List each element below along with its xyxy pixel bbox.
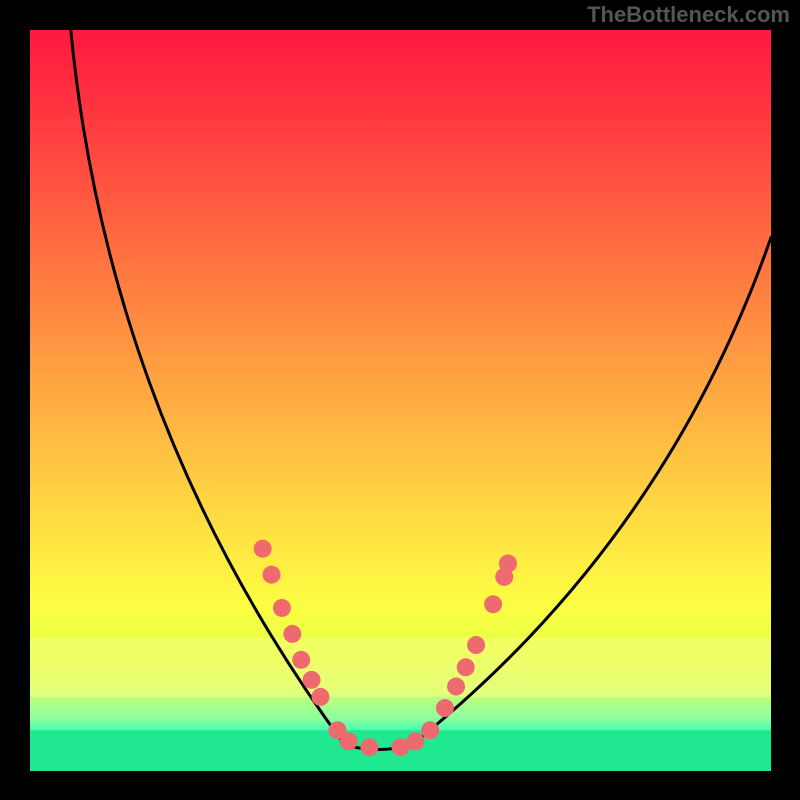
curve-marker bbox=[467, 636, 485, 654]
curve-marker bbox=[254, 540, 272, 558]
curve-marker bbox=[273, 599, 291, 617]
curve-marker bbox=[311, 688, 329, 706]
curve-marker bbox=[447, 678, 465, 696]
chart-root: TheBottleneck.com bbox=[0, 0, 800, 800]
curve-marker bbox=[421, 721, 439, 739]
curve-marker bbox=[263, 566, 281, 584]
bottleneck-curve bbox=[71, 30, 771, 750]
curve-marker bbox=[292, 651, 310, 669]
watermark-text: TheBottleneck.com bbox=[587, 2, 790, 28]
curve-marker bbox=[360, 738, 378, 756]
curve-marker bbox=[436, 699, 454, 717]
curve-marker bbox=[303, 671, 321, 689]
curve-marker bbox=[457, 658, 475, 676]
curve-overlay bbox=[30, 30, 771, 771]
plot-area bbox=[30, 30, 771, 771]
curve-marker bbox=[499, 555, 517, 573]
curve-marker bbox=[283, 625, 301, 643]
curve-marker bbox=[340, 732, 358, 750]
curve-marker bbox=[406, 732, 424, 750]
curve-marker bbox=[484, 595, 502, 613]
